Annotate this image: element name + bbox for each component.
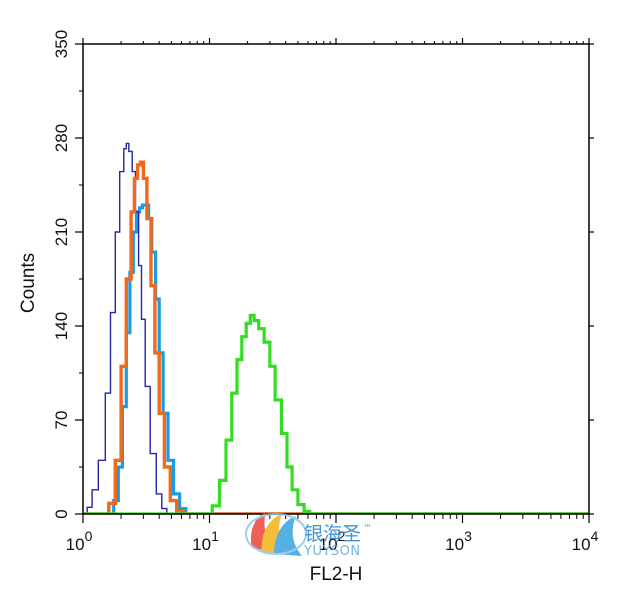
x-axis-title: FL2-H <box>310 564 363 585</box>
y-tick-labels: 0 70 140 210 280 350 <box>52 30 71 519</box>
x-tick-labels: 100 101 102 103 104 <box>66 528 599 554</box>
x-tick-label-1: 101 <box>192 528 219 554</box>
y-axis-title: Counts <box>18 253 39 313</box>
series-3-line <box>83 160 589 514</box>
y-tick-label-210: 210 <box>52 218 71 246</box>
y-tick-label-140: 140 <box>52 312 71 340</box>
plot-frame <box>82 43 590 515</box>
y-tick-label-350: 350 <box>52 30 71 58</box>
y-tick-label-70: 70 <box>52 411 71 430</box>
watermark-brand-cn: 银海圣 <box>304 523 361 545</box>
watermark-tm: ™ <box>363 524 372 534</box>
series-2-line <box>83 142 589 514</box>
tick-marks <box>75 38 594 523</box>
series-4-line <box>83 313 589 514</box>
x-tick-label-2: 102 <box>319 528 346 554</box>
x-tick-label-3: 103 <box>445 528 472 554</box>
y-tick-label-280: 280 <box>52 124 71 152</box>
x-tick-label-4: 104 <box>572 528 599 554</box>
watermark-logo-icon <box>245 512 307 556</box>
series-layer <box>83 142 589 514</box>
watermark: 银海圣 ™ YUYSON <box>245 512 372 559</box>
x-tick-label-0: 100 <box>66 528 93 554</box>
y-tick-label-0: 0 <box>52 509 71 518</box>
watermark-brand-en: YUYSON <box>303 544 361 559</box>
